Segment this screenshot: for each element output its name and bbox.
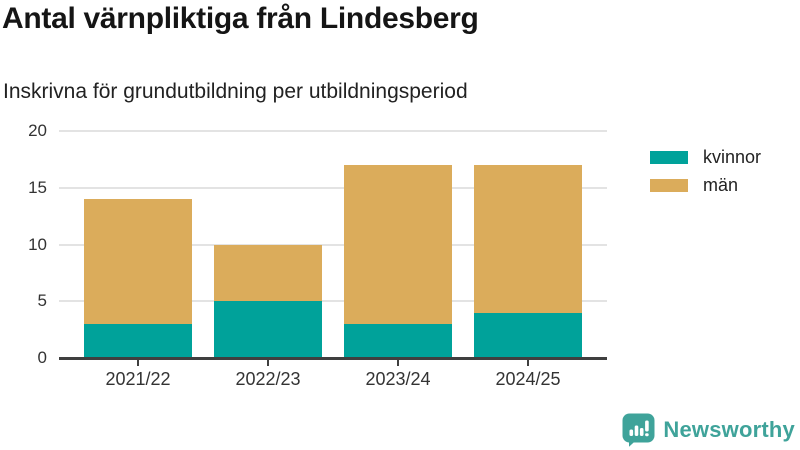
newsworthy-logo-icon [622, 413, 655, 447]
bar-segment-män-2024/25 [474, 165, 582, 313]
bar-segment-män-2022/23 [214, 244, 322, 302]
legend-item-kvinnor: kvinnor [650, 147, 761, 167]
legend-item-män: män [650, 175, 761, 195]
legend-label-män: män [703, 174, 739, 195]
bar-segment-män-2021/22 [84, 199, 192, 324]
x-tick-2021/22 [137, 358, 139, 366]
y-tick-label-0: 0 [37, 348, 47, 367]
x-tick-label-2023/24: 2023/24 [365, 369, 431, 389]
y-tick-label-5: 5 [37, 291, 47, 311]
legend-swatch-män [650, 178, 688, 192]
x-tick-label-2022/23: 2022/23 [235, 369, 301, 389]
x-tick-label-2021/22: 2021/22 [105, 369, 171, 389]
bar-segment-kvinnor-2024/25 [474, 312, 582, 358]
newsworthy-brand-link[interactable]: Newsworthy [620, 413, 795, 447]
x-axis-line [59, 357, 607, 360]
y-axis-labels: 0 5 10 15 20 [0, 121, 47, 367]
x-tick-2022/23 [267, 358, 269, 366]
legend-swatch-kvinnor [650, 150, 688, 164]
newsworthy-logo-text: Newsworthy [663, 417, 795, 442]
bar-segment-kvinnor-2023/24 [344, 323, 452, 358]
x-tick-label-2024/25: 2024/25 [495, 369, 561, 389]
chart-title: Antal värnpliktiga från Lindesberg [2, 2, 479, 35]
gridline-20 [59, 130, 607, 132]
plot-area: 2021/22 2022/23 2023/24 2024/25 [59, 130, 607, 389]
chart-subtitle: Inskrivna för grundutbildning per utbild… [3, 80, 468, 103]
x-tick-2024/25 [527, 358, 529, 366]
y-tick-label-20: 20 [28, 121, 47, 140]
legend: kvinnor män [650, 147, 761, 206]
bar-segment-män-2023/24 [344, 165, 452, 324]
gridline-10 [59, 243, 607, 246]
bar-segment-kvinnor-2022/23 [214, 301, 322, 358]
x-tick-2023/24 [397, 358, 399, 366]
legend-label-kvinnor: kvinnor [703, 146, 762, 167]
gridline-15 [59, 186, 607, 189]
gridline-5 [59, 300, 607, 303]
y-tick-label-10: 10 [28, 234, 47, 254]
bar-segment-kvinnor-2021/22 [84, 323, 192, 358]
y-tick-label-15: 15 [28, 177, 47, 197]
